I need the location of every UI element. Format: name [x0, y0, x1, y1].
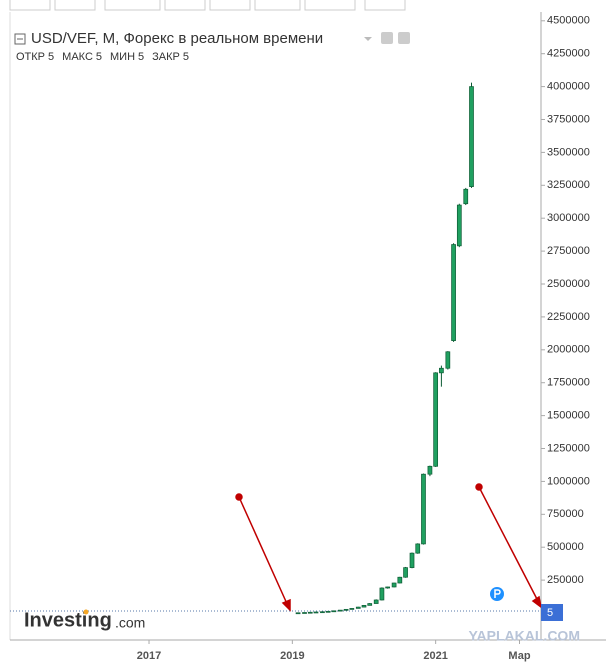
candle-body: [355, 606, 361, 609]
candle-body: [313, 611, 319, 614]
arrow: [238, 496, 289, 607]
toolbar-button[interactable]: [54, 0, 96, 11]
arrow-head: [281, 598, 291, 612]
candle-body: [331, 610, 337, 613]
toolbar-button[interactable]: [304, 0, 356, 11]
y-tick-label: 250000: [547, 574, 584, 586]
annotation-arrows: [235, 483, 543, 612]
y-tick-label: 2000000: [547, 344, 590, 356]
y-tick-label: 2750000: [547, 245, 590, 257]
toolbar-button[interactable]: [209, 0, 251, 11]
candle-body: [295, 612, 301, 615]
arrow: [478, 486, 540, 604]
legend-name: ОТКР: [16, 51, 45, 63]
y-tick-label: 1250000: [547, 442, 590, 454]
legend-name: МИН: [110, 51, 135, 63]
candle-body: [307, 611, 313, 614]
toolbar-button[interactable]: [254, 0, 301, 11]
candle-body: [397, 576, 403, 584]
candle-body: [445, 351, 451, 369]
candle-body: [343, 608, 349, 611]
candle-body: [349, 608, 355, 610]
toolbar-button[interactable]: [9, 0, 51, 11]
watermark: YAPLAKAL.COM: [469, 628, 581, 644]
y-tick-label: 1750000: [547, 377, 590, 389]
last-price-label: 5: [547, 607, 553, 619]
y-tick-label: 1000000: [547, 475, 590, 487]
candle-body: [373, 599, 379, 604]
chart-title: USD/VEF, M, Форекс в реальном времени: [31, 30, 323, 47]
x-tick-label: 2017: [137, 650, 161, 662]
toolbar-button[interactable]: [104, 0, 161, 11]
candle-body: [325, 610, 331, 613]
candle-body: [409, 552, 415, 568]
candle-body: [415, 543, 421, 554]
candle-body: [421, 473, 426, 545]
settings-icon[interactable]: [398, 32, 410, 44]
logo-suffix: .com: [115, 615, 145, 631]
logo-dot: [83, 609, 89, 615]
toolbar-button[interactable]: [164, 0, 206, 11]
candle-body: [469, 86, 474, 187]
collapse-icon[interactable]: [14, 33, 26, 45]
legend-name: ЗАКР: [152, 51, 180, 63]
legend-name: МАКС: [62, 51, 93, 63]
legend-value: 5: [48, 51, 54, 63]
arrow-head: [531, 595, 543, 609]
y-tick-label: 500000: [547, 541, 584, 553]
x-tick-label: 2021: [423, 650, 447, 662]
candle-body: [379, 587, 385, 601]
last-price-box: [541, 604, 563, 621]
y-tick-label: 4500000: [547, 15, 590, 27]
p-badge-letter: [494, 589, 501, 598]
candle-body: [463, 188, 469, 205]
y-tick-label: 750000: [547, 508, 584, 520]
candle-body: [361, 605, 367, 608]
y-tick-label: 3250000: [547, 179, 590, 191]
candle-body: [439, 367, 444, 374]
eye-icon[interactable]: [381, 32, 393, 44]
legend-value: 5: [96, 51, 102, 63]
y-tick-label: 2250000: [547, 311, 590, 323]
y-tick-label: 1500000: [547, 410, 590, 422]
y-tick-label: 3750000: [547, 113, 590, 125]
candle-body: [433, 372, 439, 467]
toolbar: [9, 0, 406, 11]
candle-body: [320, 611, 325, 614]
candle-body: [427, 465, 433, 475]
ohlc-legend: ОТКР 5 МАКС 5 МИН 5 ЗАКР 5: [16, 51, 189, 63]
candle-body: [385, 586, 390, 589]
candle-body: [302, 612, 307, 614]
candle-body: [456, 204, 462, 247]
y-tick-label: 2500000: [547, 278, 590, 290]
legend-value: 5: [138, 51, 144, 63]
y-tick-label: 3000000: [547, 212, 590, 224]
y-tick-label: 4000000: [547, 81, 590, 93]
legend-value: 5: [183, 51, 189, 63]
candle-body: [403, 567, 408, 578]
candle-body: [338, 609, 343, 612]
x-tick-label: 2019: [280, 650, 304, 662]
toolbar-button[interactable]: [364, 0, 406, 11]
candle-body: [391, 582, 397, 588]
candle-body: [367, 603, 373, 606]
y-tick-label: 3500000: [547, 146, 590, 158]
logo: Investing: [24, 609, 112, 631]
x-tick-label: Мар: [508, 650, 530, 662]
y-tick-label: 4250000: [547, 48, 590, 60]
candle-body: [451, 244, 456, 341]
dropdown-icon[interactable]: [364, 37, 372, 41]
